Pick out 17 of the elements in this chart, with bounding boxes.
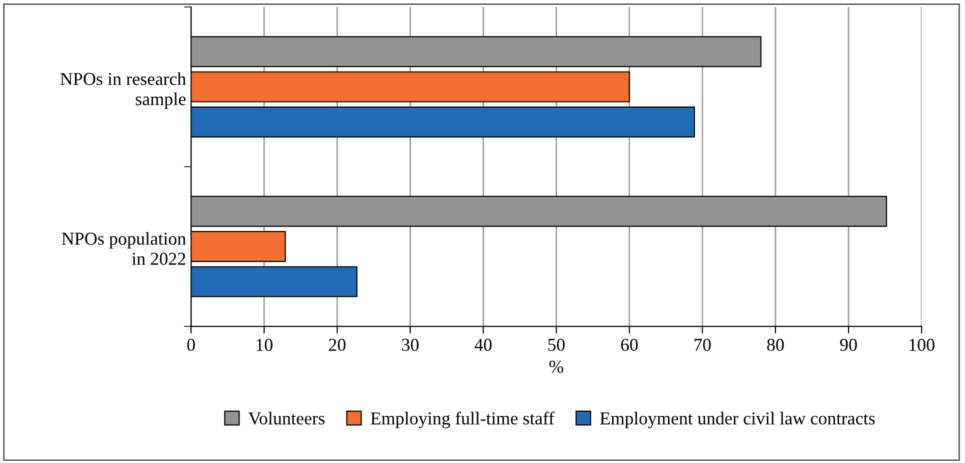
x-tick-label: 100 — [910, 338, 934, 351]
x-tick-label: 10 — [256, 338, 272, 351]
legend-label: Employment under civil law contracts — [600, 412, 875, 428]
x-tick-label: 40 — [474, 338, 492, 351]
x-tick-label: 30 — [402, 338, 419, 351]
x-tick-label: 0 — [187, 338, 195, 351]
y-tick-label: NPOs in research sample — [60, 72, 186, 109]
x-tick-label: 50 — [548, 338, 565, 351]
x-tick-label: 20 — [328, 338, 346, 351]
legend-label: Employing full-time staff — [370, 412, 554, 428]
x-tick-label: 60 — [621, 338, 638, 351]
x-tick-label: 70 — [694, 338, 711, 351]
x-tick-label: 90 — [840, 338, 857, 351]
legend-label: Volunteers — [248, 412, 324, 425]
y-tick-label: NPOs population in 2022 — [62, 232, 186, 265]
x-axis-title: % — [549, 360, 564, 373]
x-tick-label: 80 — [767, 338, 784, 351]
